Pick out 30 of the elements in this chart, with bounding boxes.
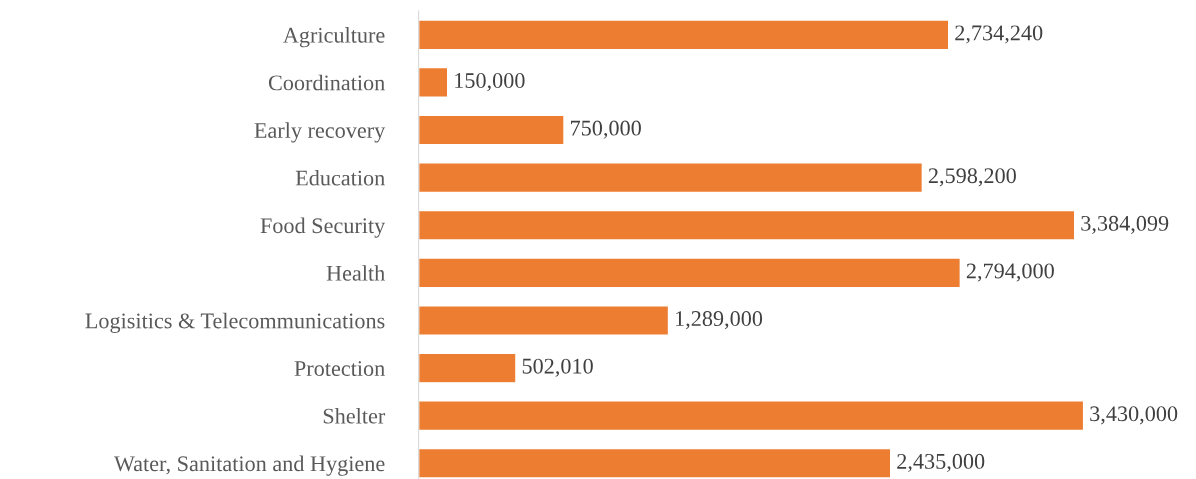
y-tick-label: Education bbox=[295, 169, 385, 186]
y-tick-label: Food Security bbox=[260, 217, 386, 238]
data-label: 2,734,240 bbox=[955, 25, 1043, 44]
bar bbox=[418, 209, 1076, 241]
data-label: 2,598,200 bbox=[928, 168, 1016, 187]
data-label: 502,010 bbox=[522, 358, 593, 377]
bar bbox=[418, 257, 962, 289]
bar bbox=[418, 19, 950, 51]
data-label: 3,384,099 bbox=[1081, 215, 1169, 235]
bar bbox=[418, 400, 1085, 432]
data-label: 150,000 bbox=[455, 72, 525, 92]
data-label: 750,000 bbox=[571, 120, 641, 139]
bar bbox=[418, 114, 565, 146]
y-tick-label: Water, Sanitation and Hygiene bbox=[113, 455, 385, 476]
data-label: 3,430,000 bbox=[1090, 406, 1178, 425]
y-tick-label: Coordination bbox=[268, 74, 385, 91]
bar bbox=[418, 447, 892, 479]
bar bbox=[418, 162, 924, 194]
bar bbox=[418, 352, 517, 384]
data-label: 1,289,000 bbox=[676, 311, 763, 330]
y-tick-label: Logisitics & Telecommunications bbox=[85, 312, 385, 333]
bar bbox=[418, 66, 449, 98]
y-tick-label: Early recovery bbox=[254, 122, 386, 143]
data-label: 2,435,000 bbox=[897, 453, 985, 473]
y-tick-label: Health bbox=[326, 265, 385, 281]
y-tick-label: Agriculture bbox=[283, 27, 385, 48]
y-tick-label: Shelter bbox=[323, 407, 386, 424]
bar bbox=[418, 305, 670, 336]
y-tick-label: Protection bbox=[294, 361, 385, 376]
data-label: 2,794,000 bbox=[966, 263, 1054, 282]
